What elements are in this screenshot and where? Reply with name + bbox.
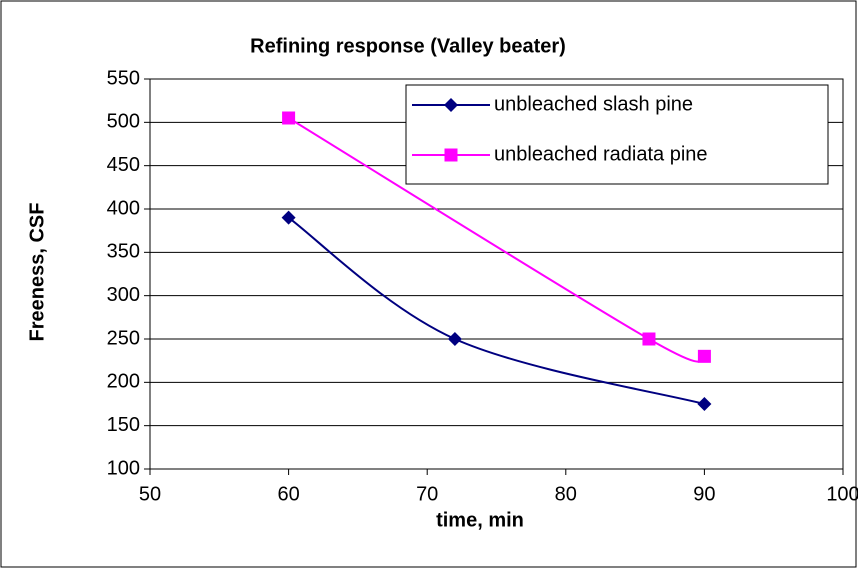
x-axis-label: time, min: [436, 509, 524, 531]
data-point: [642, 332, 656, 346]
y-tick-label: 450: [107, 154, 140, 176]
legend-marker: [444, 98, 458, 112]
x-tick-label: 60: [277, 483, 299, 505]
y-tick-label: 150: [107, 414, 140, 436]
chart-title: Refining response (Valley beater): [250, 35, 566, 57]
data-point: [282, 111, 296, 125]
legend-marker: [444, 148, 458, 162]
x-tick-label: 100: [826, 483, 858, 505]
legend: [405, 84, 829, 185]
y-tick-label: 550: [107, 67, 140, 89]
legend-label: unbleached radiata pine: [494, 143, 708, 165]
y-tick-label: 400: [107, 197, 140, 219]
legend-label: unbleached slash pine: [494, 93, 693, 115]
data-point: [281, 210, 296, 225]
x-tick-label: 90: [693, 483, 715, 505]
y-tick-label: 300: [107, 284, 140, 306]
x-tick-label: 70: [416, 483, 438, 505]
y-tick-label: 350: [107, 241, 140, 263]
x-tick-label: 50: [139, 483, 161, 505]
y-tick-label: 200: [107, 371, 140, 393]
y-tick-label: 250: [107, 327, 140, 349]
y-tick-label: 500: [107, 111, 140, 133]
data-point: [447, 332, 462, 346]
x-tick-label: 80: [555, 483, 577, 505]
data-point: [697, 397, 712, 411]
data-point: [697, 349, 711, 363]
y-tick-label: 100: [107, 457, 140, 479]
y-axis-label: Freeness, CSF: [26, 203, 48, 342]
